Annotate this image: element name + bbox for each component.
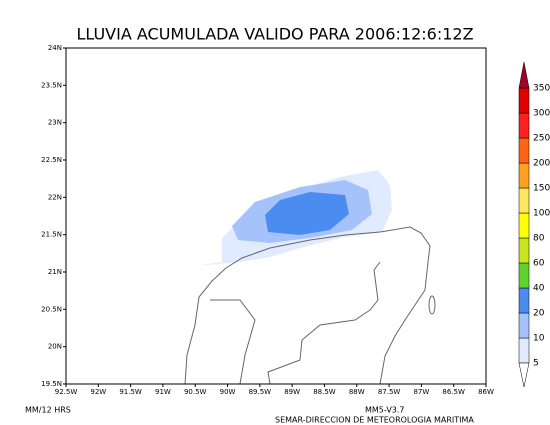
colorbar-box [518,187,530,214]
colorbar-top [518,61,530,89]
y-tick-label: 23N [48,119,62,127]
units-label: MM/12 HRS [25,406,71,415]
colorbar-label: 20 [533,309,545,319]
colorbar-label: 60 [533,259,545,269]
colorbar-box [518,337,530,364]
x-tick-label: 91.5W [119,388,142,396]
colorbar-box [518,237,530,264]
colorbar-box [518,112,530,139]
y-tick-label: 20.5N [41,305,62,313]
y-tick-label: 20N [48,343,62,351]
colorbar-bottom [518,362,530,388]
x-tick-label: 87W [413,388,429,396]
x-tick-label: 89.5W [249,388,272,396]
x-tick-label: 87.5W [378,388,401,396]
colorbar-label: 10 [533,334,545,344]
model-label: MM5-V3.7 [365,406,405,415]
y-tick-label: 23.5N [41,81,62,89]
x-tick-label: 92W [90,388,106,396]
colorbar-box [518,212,530,239]
y-tick-label: 21N [48,268,62,276]
x-tick-label: 88.5W [313,388,336,396]
x-tick-label: 88W [349,388,365,396]
y-tick-label: 21.5N [41,231,62,239]
coastline [184,226,436,385]
y-tick-label: 22N [48,193,62,201]
colorbar-box [518,162,530,189]
colorbar-label: 100 [533,209,550,219]
colorbar-box [518,287,530,314]
colorbar-label: 300 [533,109,550,119]
colorbar-box [518,262,530,289]
colorbar-label: 5 [533,359,539,369]
colorbar-label: 40 [533,284,545,294]
x-tick-label: 89W [284,388,300,396]
colorbar-box [518,87,530,114]
x-tick-label: 86.5W [442,388,465,396]
x-tick-label: 90.5W [184,388,207,396]
colorbar-label: 150 [533,184,550,194]
colorbar-label: 350 [533,84,550,94]
precip-area [265,192,349,235]
colorbar-label: 80 [533,234,545,244]
map-frame [65,47,487,385]
colorbar-label: 250 [533,134,550,144]
source-label: SEMAR-DIRECCION DE METEOROLOGIA MARITIMA [275,416,474,425]
colorbar-box [518,312,530,339]
colorbar-label: 200 [533,159,550,169]
x-tick-label: 91W [155,388,171,396]
x-tick-label: 90W [220,388,236,396]
precip-fill [195,170,392,266]
x-tick-label: 86W [478,388,494,396]
y-tick-label: 24N [48,44,62,52]
y-tick-label: 22.5N [41,156,62,164]
colorbar-box [518,137,530,164]
title: LLUVIA ACUMULADA VALIDO PARA 2006:12:6:1… [76,25,473,44]
x-tick-label: 92.5W [55,388,78,396]
y-tick-label: 19.5N [41,380,62,388]
